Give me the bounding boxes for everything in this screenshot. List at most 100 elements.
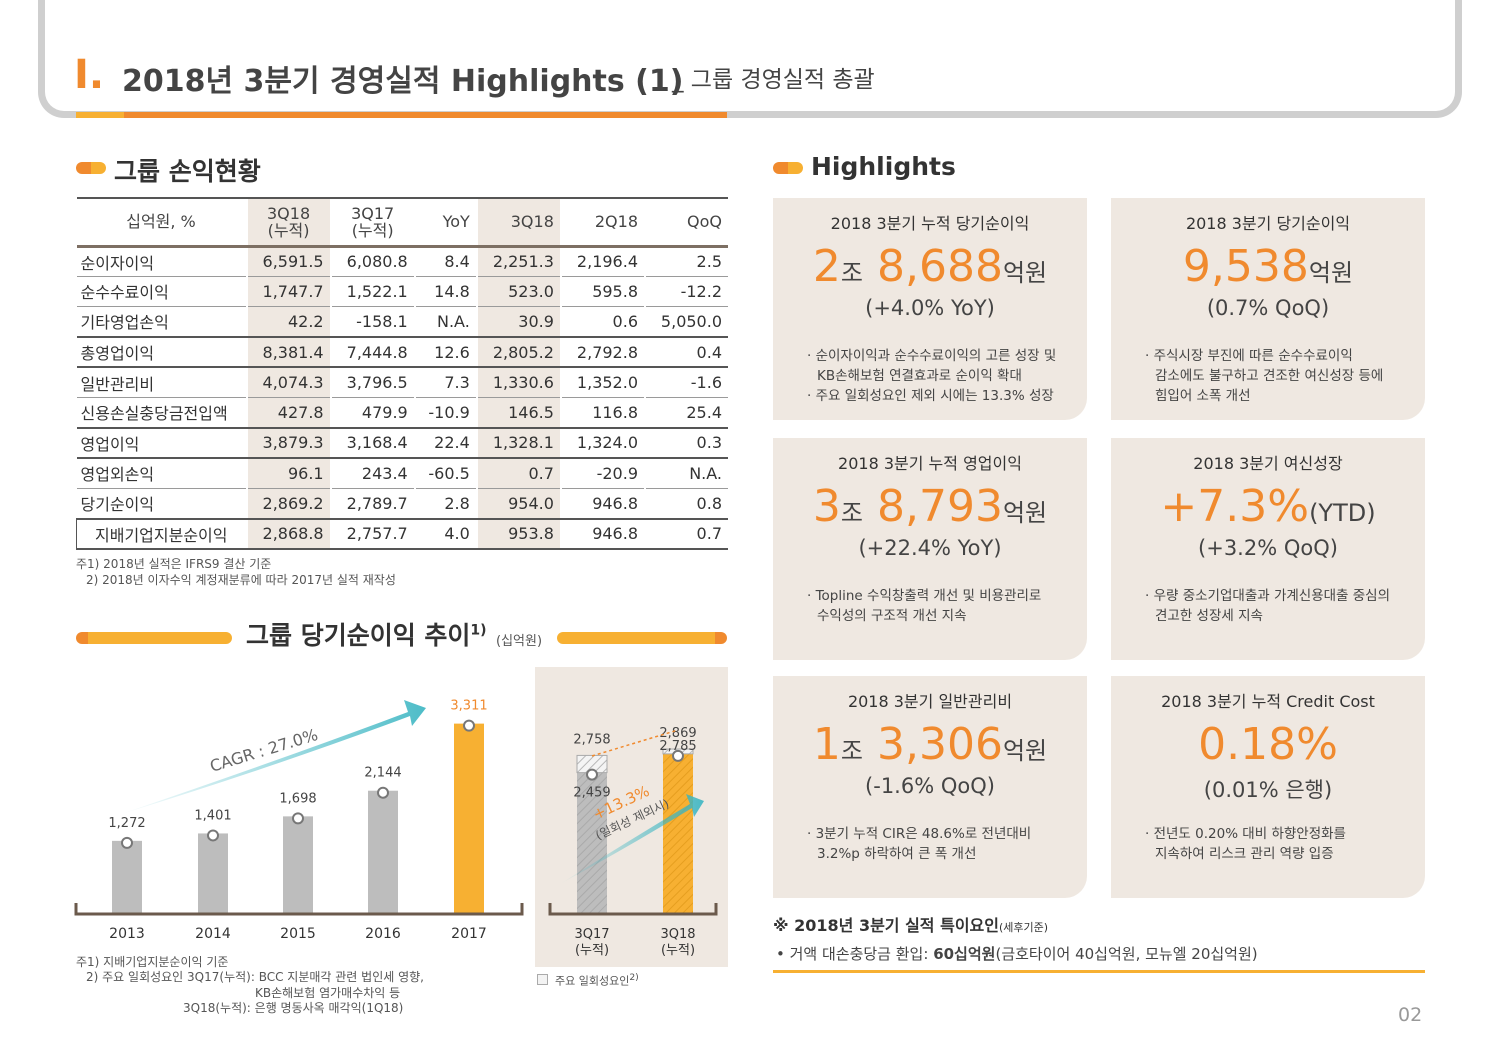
card-desc-line: · 주식시장 부진에 따른 순수수료이익 — [1145, 348, 1353, 364]
card-desc-line: 감소에도 불구하고 견조한 여신성장 등에 — [1155, 368, 1384, 384]
card-description: · 순이자이익과 순수수료이익의 고른 성장 및 KB손해보험 연결효과로 순이익… — [807, 346, 1077, 406]
card-desc-line: · 3분기 누적 CIR은 48.6%로 전년대비 — [807, 826, 1032, 842]
table-cell: 116.8 — [559, 397, 645, 429]
highlight-card: 2018 3분기 누적 Credit Cost 0.18% (0.01% 은행) · … — [1111, 676, 1425, 898]
card-desc-line: 지속하여 리스크 관리 역량 입증 — [1155, 846, 1334, 862]
highlight-card: 2018 3분기 여신성장 +7.3%(YTD) (+3.2% QoQ) · 우량 중… — [1111, 438, 1425, 660]
table-cell: 1,330.6 — [475, 367, 561, 398]
table-cell: 8.4 — [413, 246, 477, 277]
special-factors-underline — [773, 970, 1425, 973]
legend-label: 주요 일회성요인2) — [555, 972, 639, 988]
card-value: 1조 3,306억원 — [812, 719, 1048, 770]
chart-point — [121, 836, 133, 849]
card-desc-line: · 전년도 0.20% 대비 하향안정화를 — [1145, 826, 1346, 842]
highlights-title: Highlights — [811, 152, 956, 181]
card-desc-line: · 순이자이익과 순수수료이익의 고른 성장 및 — [807, 348, 1057, 364]
table-cell: 2,868.8 — [245, 518, 331, 550]
pill-icon — [76, 162, 106, 174]
header-frame — [38, 0, 1462, 118]
row-label: 당기순이익 — [76, 488, 247, 520]
chart-title-line-left — [76, 632, 232, 644]
table-cell: 953.8 — [475, 518, 561, 550]
card-subvalue: (+4.0% YoY) — [865, 296, 995, 320]
card-subvalue: (+22.4% YoY) — [858, 536, 1002, 560]
table-cell: N.A. — [644, 458, 728, 489]
table-cell: 1,324.0 — [559, 427, 645, 460]
table-cell: 0.3 — [644, 427, 728, 460]
pl-header-cell: 3Q18 (누적) — [245, 197, 331, 248]
table-cell: 0.4 — [644, 336, 728, 369]
table-cell: 6,591.5 — [245, 246, 331, 277]
table-cell: 0.7 — [475, 458, 561, 489]
chart-bar — [112, 840, 142, 914]
annual-bars: 1,272 2013 1,401 2014 1,698 2015 2,144 2016 3,31… — [108, 699, 487, 942]
table-cell: 2,251.3 — [475, 246, 561, 277]
table-row: 기타영업손익 42.2 -158.1 N.A. 30.9 0.6 5,050.0 — [76, 306, 728, 338]
table-cell: 96.1 — [245, 458, 331, 489]
card-value: 9,538억원 — [1182, 241, 1354, 292]
table-cell: 523.0 — [475, 276, 561, 308]
pl-table-header: 십억원, % 3Q18 (누적) 3Q17 (누적) YoY 3Q18 2Q18 QoQ — [76, 197, 728, 248]
chart-title: 그룹 당기순이익 추이1) — [246, 621, 487, 650]
table-row: 영업외손익 96.1 243.4 -60.5 0.7 -20.9 N.A. — [76, 458, 728, 489]
row-label: 순수수료이익 — [76, 276, 247, 308]
table-cell: 0.8 — [644, 488, 728, 520]
row-label: 영업외손익 — [76, 458, 247, 489]
table-cell: 946.8 — [559, 518, 645, 550]
table-cell: 2,196.4 — [559, 246, 645, 277]
table-cell: 2,789.7 — [329, 488, 415, 520]
chart-value-label: 2,144 — [364, 766, 401, 781]
card-desc-line: 수익성의 구조적 개선 지속 — [817, 608, 967, 624]
chart-value-label: 1,698 — [279, 791, 316, 806]
table-cell: 243.4 — [329, 458, 415, 489]
chart-tick-label: 3Q18 — [660, 927, 695, 942]
card-desc-line: · 우량 중소기업대출과 가계신용대출 중심의 — [1145, 588, 1391, 604]
table-cell: 4.0 — [413, 518, 477, 550]
growth-arrow-icon — [560, 794, 704, 884]
chart-tick-label: (누적) — [575, 943, 609, 958]
pl-section-title: 그룹 손익현황 — [114, 157, 261, 186]
chart-note-4: 3Q18(누적): 은행 명동사옥 매각익(1Q18) — [183, 1001, 404, 1015]
pl-note-1: 주1) 2018년 실적은 IFRS9 결산 기준 — [76, 557, 272, 571]
chart-bar — [283, 816, 313, 914]
table-cell: 8,381.4 — [245, 336, 331, 369]
table-cell: 2.8 — [413, 488, 477, 520]
pl-header-cell: 2Q18 — [559, 197, 645, 248]
chart-value-label: 1,272 — [108, 816, 145, 831]
chart-bar — [577, 772, 607, 914]
chart-unit: (십억원) — [496, 634, 543, 649]
card-subvalue: (0.01% 은행) — [1203, 778, 1333, 802]
card-subvalue: (+3.2% QoQ) — [1198, 536, 1338, 560]
card-title: 2018 3분기 누적 Credit Cost — [1161, 692, 1375, 711]
title-underline-accent — [76, 112, 124, 118]
table-cell: 5,050.0 — [644, 306, 728, 338]
table-cell: -1.6 — [644, 367, 728, 398]
row-label: 지배기업지분순이익 — [76, 518, 247, 550]
pl-note-2: 2) 2018년 이자수익 계정재분류에 따라 2017년 실적 재작성 — [86, 573, 396, 587]
table-row: 일반관리비 4,074.3 3,796.5 7.3 1,330.6 1,352.0 -1.6 — [76, 367, 728, 398]
chart-tick-label: (누적) — [661, 943, 695, 958]
table-cell: 7,444.8 — [329, 336, 415, 369]
card-description: · 3분기 누적 CIR은 48.6%로 전년대비 3.2%p 하락하여 큰 폭 … — [807, 824, 1077, 864]
card-subvalue: (-1.6% QoQ) — [865, 774, 995, 798]
chart-tick-label: 2015 — [280, 926, 316, 942]
chart-tick-label: 2014 — [195, 926, 231, 942]
axis-bracket-ytd — [548, 903, 718, 916]
card-desc-line: · 주요 일회성요인 제외 시에는 13.3% 성장 — [807, 388, 1054, 404]
table-row: 총영업이익 8,381.4 7,444.8 12.6 2,805.2 2,792.8 0.4 — [76, 336, 728, 369]
table-cell: 3,796.5 — [329, 367, 415, 398]
chart-note-3: KB손해보험 염가매수차익 등 — [255, 986, 401, 1000]
table-cell: -158.1 — [329, 306, 415, 338]
table-cell: 2,869.2 — [245, 488, 331, 520]
table-cell: 0.7 — [644, 518, 728, 550]
card-title: 2018 3분기 누적 영업이익 — [838, 454, 1022, 473]
special-factors-title: ※ 2018년 3분기 실적 특이요인(세후기준) — [773, 916, 1049, 935]
chart-value-label: 3,311 — [450, 699, 487, 714]
card-value: 3조 8,793억원 — [812, 481, 1048, 532]
page-subtitle: _ 그룹 경영실적 총괄 — [672, 67, 875, 93]
table-cell: 146.5 — [475, 397, 561, 429]
